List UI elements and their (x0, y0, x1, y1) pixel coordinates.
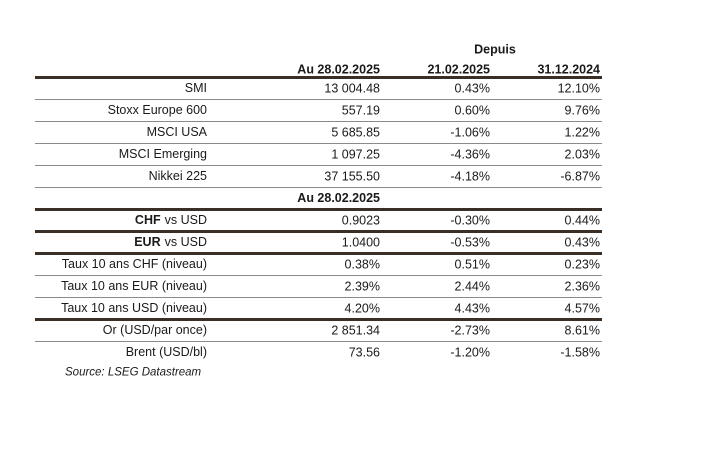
cell: -4.36% (450, 147, 490, 161)
cell: -1.20% (450, 345, 490, 359)
cell: 557.19 (342, 103, 380, 117)
cell: 0.43% (565, 235, 600, 249)
section-heading: Au 28.02.2025 (297, 191, 380, 205)
label-text: vs USD (165, 235, 207, 249)
cell: 2 851.34 (331, 323, 380, 337)
cell: -6.87% (560, 169, 600, 183)
label-bold: EUR (134, 235, 160, 249)
cell: 13 004.48 (324, 81, 380, 95)
cell: 4.57% (565, 301, 600, 315)
cell: 12.10% (558, 81, 600, 95)
cell: 0.60% (455, 103, 490, 117)
column-header: Au 28.02.2025 (297, 62, 380, 76)
group-header: Depuis (474, 42, 516, 56)
cell: 0.38% (345, 257, 380, 271)
cell: 5 685.85 (331, 125, 380, 139)
row-label: Taux 10 ans CHF (niveau) (62, 257, 207, 271)
cell: 2.44% (455, 279, 490, 293)
label-text: Stoxx Europe 600 (108, 103, 207, 117)
row-label: CHF vs USD (135, 213, 207, 227)
cell: 37 155.50 (324, 169, 380, 183)
cell: -2.73% (450, 323, 490, 337)
label-bold: CHF (135, 213, 161, 227)
row-label: Or (USD/par once) (103, 323, 207, 337)
cell: 2.39% (345, 279, 380, 293)
cell: 73.56 (349, 345, 380, 359)
column-header: 31.12.2024 (537, 62, 600, 76)
source: Source: LSEG Datastream (65, 367, 202, 379)
label-text: Taux 10 ans CHF (niveau) (62, 257, 207, 271)
cell: 0.9023 (342, 213, 380, 227)
row-label: EUR vs USD (134, 235, 207, 249)
row-label: Brent (USD/bl) (126, 345, 207, 359)
label-text: Brent (USD/bl) (126, 345, 207, 359)
cell: 1 097.25 (331, 147, 380, 161)
row-label: MSCI USA (147, 125, 208, 139)
cell: 2.36% (565, 279, 600, 293)
row-label: MSCI Emerging (119, 147, 207, 161)
cell: 0.23% (565, 257, 600, 271)
cell: 4.43% (455, 301, 490, 315)
label-text: Nikkei 225 (149, 169, 207, 183)
row-label: Nikkei 225 (149, 169, 207, 183)
cell: 1.22% (565, 125, 600, 139)
cell: 0.51% (455, 257, 490, 271)
label-text: SMI (185, 81, 207, 95)
cell: 0.43% (455, 81, 490, 95)
cell: -0.53% (450, 235, 490, 249)
label-text: Taux 10 ans USD (niveau) (61, 301, 207, 315)
row-label: Taux 10 ans EUR (niveau) (61, 279, 207, 293)
label-text: MSCI Emerging (119, 147, 207, 161)
cell: -1.58% (560, 345, 600, 359)
label-text: Or (USD/par once) (103, 323, 207, 337)
cell: 9.76% (565, 103, 600, 117)
cell: -0.30% (450, 213, 490, 227)
label-text: Taux 10 ans EUR (niveau) (61, 279, 207, 293)
row-label: Stoxx Europe 600 (108, 103, 207, 117)
cell: -1.06% (450, 125, 490, 139)
label-text: MSCI USA (147, 125, 208, 139)
row-label: Taux 10 ans USD (niveau) (61, 301, 207, 315)
cell: 8.61% (565, 323, 600, 337)
cell: 4.20% (345, 301, 380, 315)
cell: 2.03% (565, 147, 600, 161)
column-header: 21.02.2025 (427, 62, 490, 76)
cell: 1.0400 (342, 235, 380, 249)
cell: -4.18% (450, 169, 490, 183)
cell: 0.44% (565, 213, 600, 227)
row-label: SMI (185, 81, 207, 95)
label-text: vs USD (165, 213, 207, 227)
